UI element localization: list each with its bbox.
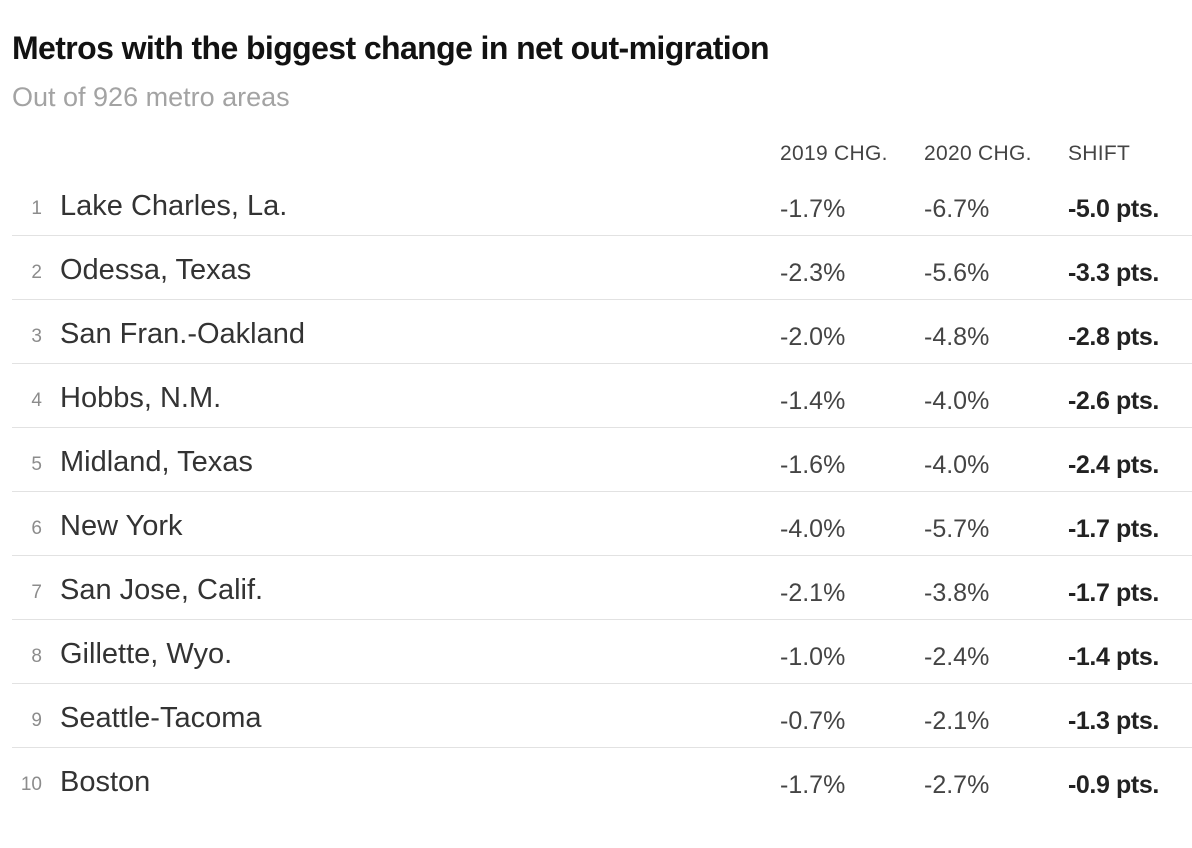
row-2019-change: -1.7% <box>780 771 846 799</box>
row-rank: 2 <box>31 262 42 283</box>
row-metro-name: Midland, Texas <box>60 446 253 478</box>
row-2020-change: -6.7% <box>924 195 990 223</box>
row-2019-change: -2.1% <box>780 579 846 607</box>
row-metro-name: Odessa, Texas <box>60 254 252 286</box>
row-metro-name: Hobbs, N.M. <box>60 382 222 414</box>
row-2019-change: -1.0% <box>780 643 846 671</box>
table-row: 3 San Fran.-Oakland -2.0% -4.8% -2.8 pts. <box>12 300 1192 364</box>
row-2020-change: -4.8% <box>924 323 990 351</box>
row-2019-change: -1.7% <box>780 195 846 223</box>
row-shift: -1.4 pts. <box>1068 643 1159 671</box>
column-header-2020-chg: 2020 CHG. <box>924 142 1032 165</box>
row-shift: -1.7 pts. <box>1068 515 1159 543</box>
row-shift: -2.4 pts. <box>1068 451 1159 479</box>
table-row: 7 San Jose, Calif. -2.1% -3.8% -1.7 pts. <box>12 556 1192 620</box>
table-row: 1 Lake Charles, La. -1.7% -6.7% -5.0 pts. <box>12 172 1192 236</box>
row-metro-name: Boston <box>60 766 151 798</box>
row-2019-change: -1.4% <box>780 387 846 415</box>
row-rank: 8 <box>31 646 42 667</box>
row-rank: 5 <box>31 454 42 475</box>
row-metro-name: New York <box>60 510 183 542</box>
table-row: 9 Seattle-Tacoma -0.7% -2.1% -1.3 pts. <box>12 684 1192 748</box>
table-row: 6 New York -4.0% -5.7% -1.7 pts. <box>12 492 1192 556</box>
row-2020-change: -5.6% <box>924 259 990 287</box>
row-metro-name: San Fran.-Oakland <box>60 318 306 350</box>
row-metro-name: Seattle-Tacoma <box>60 702 262 734</box>
row-2020-change: -4.0% <box>924 451 990 479</box>
row-2019-change: -4.0% <box>780 515 846 543</box>
row-rank: 7 <box>31 582 42 603</box>
row-2019-change: -2.0% <box>780 323 846 351</box>
table-row: 5 Midland, Texas -1.6% -4.0% -2.4 pts. <box>12 428 1192 492</box>
column-header-2019-chg: 2019 CHG. <box>780 142 888 165</box>
row-shift: -0.9 pts. <box>1068 771 1159 799</box>
row-rank: 1 <box>31 198 42 219</box>
row-metro-name: San Jose, Calif. <box>60 574 264 606</box>
row-shift: -1.7 pts. <box>1068 579 1159 607</box>
row-shift: -2.6 pts. <box>1068 387 1159 415</box>
row-2020-change: -3.8% <box>924 579 990 607</box>
table-row: 2 Odessa, Texas -2.3% -5.6% -3.3 pts. <box>12 236 1192 300</box>
row-2020-change: -5.7% <box>924 515 990 543</box>
row-2019-change: -0.7% <box>780 707 846 735</box>
row-metro-name: Gillette, Wyo. <box>60 638 233 670</box>
row-shift: -1.3 pts. <box>1068 707 1159 735</box>
column-header-shift: SHIFT <box>1068 142 1131 165</box>
row-rank: 9 <box>31 710 42 731</box>
row-2020-change: -2.4% <box>924 643 990 671</box>
row-2020-change: -2.7% <box>924 771 990 799</box>
table-body: 1 Lake Charles, La. -1.7% -6.7% -5.0 pts. 2 Od… <box>12 172 1192 812</box>
table-header: 2019 CHG. 2020 CHG. SHIFT <box>12 142 1192 172</box>
row-2020-change: -2.1% <box>924 707 990 735</box>
row-2020-change: -4.0% <box>924 387 990 415</box>
row-rank: 4 <box>31 390 42 411</box>
table-row: 4 Hobbs, N.M. -1.4% -4.0% -2.6 pts. <box>12 364 1192 428</box>
row-rank: 10 <box>20 774 42 795</box>
row-shift: -5.0 pts. <box>1068 195 1159 223</box>
row-rank: 6 <box>31 518 42 539</box>
row-shift: -2.8 pts. <box>1068 323 1159 351</box>
row-2019-change: -1.6% <box>780 451 846 479</box>
chart-subtitle: Out of 926 metro areas <box>12 82 290 112</box>
row-rank: 3 <box>31 326 42 347</box>
row-shift: -3.3 pts. <box>1068 259 1159 287</box>
table-row: 8 Gillette, Wyo. -1.0% -2.4% -1.4 pts. <box>12 620 1192 684</box>
row-metro-name: Lake Charles, La. <box>60 190 288 222</box>
chart-title: Metros with the biggest change in net ou… <box>12 30 770 66</box>
row-2019-change: -2.3% <box>780 259 846 287</box>
table-row: 10 Boston -1.7% -2.7% -0.9 pts. <box>12 748 1192 812</box>
